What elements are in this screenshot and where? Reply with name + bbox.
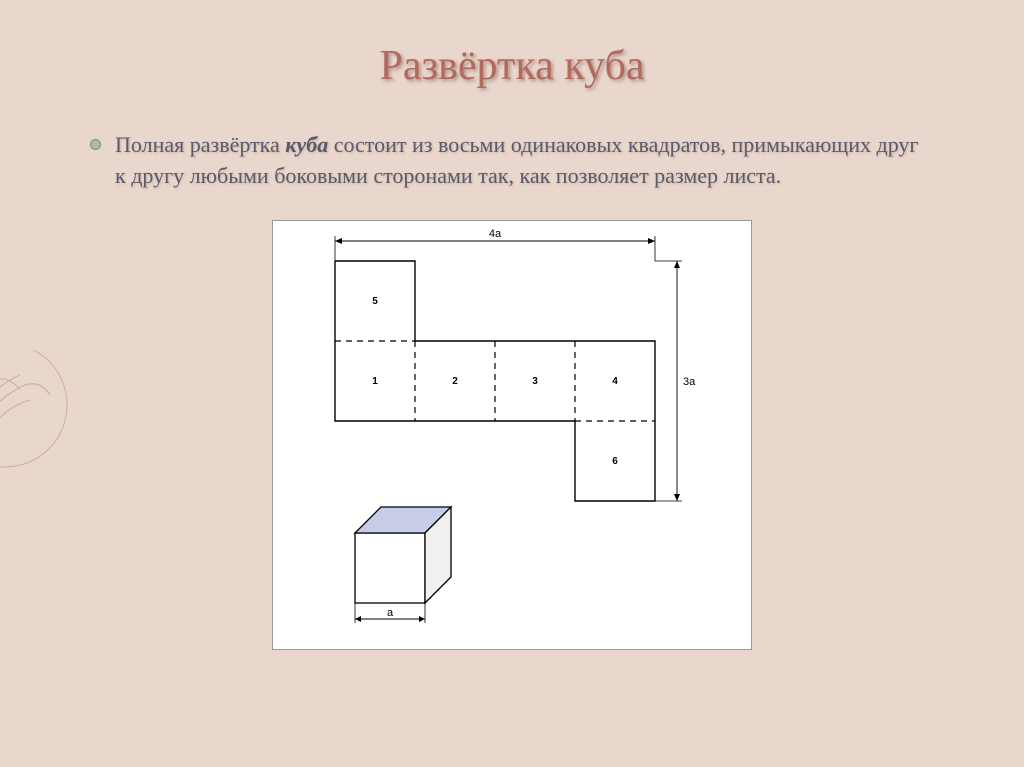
cube-net-diagram: 4a 3a 1 2 3 4 5 6 a bbox=[272, 220, 752, 650]
svg-text:2: 2 bbox=[452, 376, 458, 387]
svg-text:3a: 3a bbox=[683, 376, 696, 388]
svg-text:5: 5 bbox=[372, 296, 378, 307]
diagram-svg: 4a 3a 1 2 3 4 5 6 a bbox=[273, 221, 753, 651]
bullet-icon bbox=[90, 139, 101, 150]
body-text: Полная развёртка куба состоит из восьми … bbox=[115, 130, 934, 192]
bullet-item: Полная развёртка куба состоит из восьми … bbox=[90, 130, 934, 192]
svg-text:1: 1 bbox=[372, 376, 378, 387]
svg-text:6: 6 bbox=[612, 456, 618, 467]
content-area: Полная развёртка куба состоит из восьми … bbox=[0, 90, 1024, 650]
page-title: Развёртка куба bbox=[0, 0, 1024, 90]
svg-text:4: 4 bbox=[612, 376, 618, 387]
svg-text:4a: 4a bbox=[489, 228, 502, 240]
svg-text:3: 3 bbox=[532, 376, 538, 387]
text-emph: куба bbox=[285, 132, 328, 157]
svg-text:a: a bbox=[387, 607, 394, 619]
text-prefix: Полная развёртка bbox=[115, 132, 285, 157]
